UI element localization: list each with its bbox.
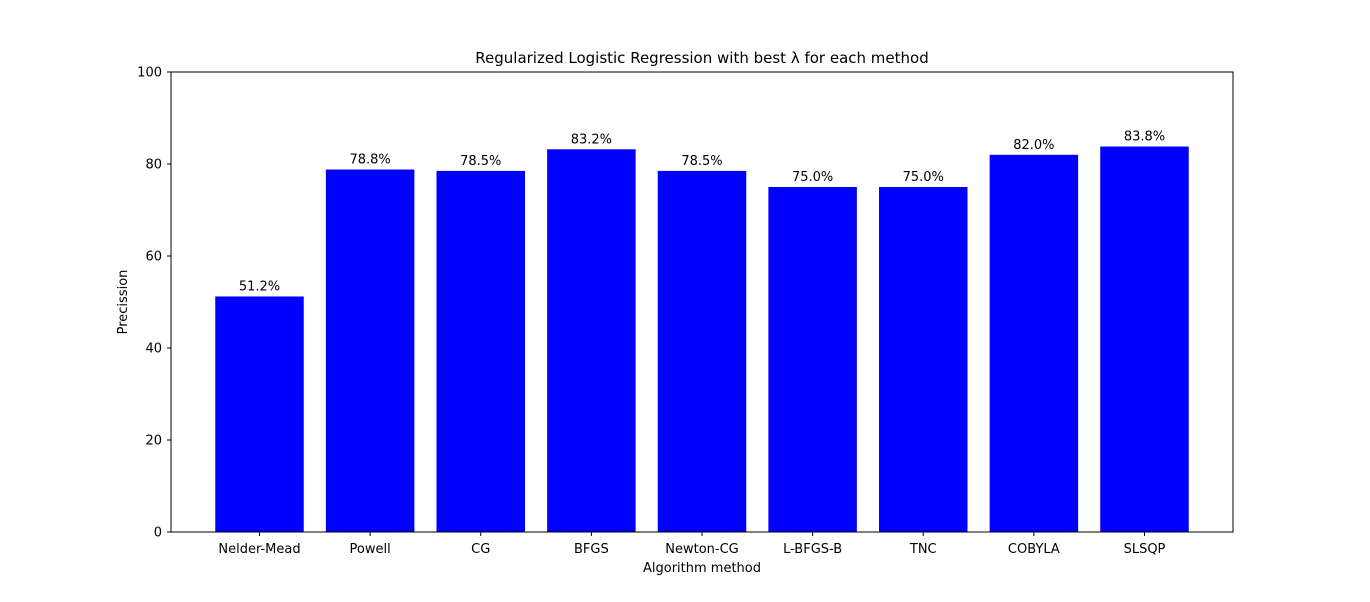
- data-label: 78.5%: [460, 154, 501, 169]
- y-tick-label: 20: [145, 434, 162, 449]
- y-tick-label: 80: [145, 158, 162, 173]
- data-label: 78.8%: [349, 153, 390, 168]
- x-tick-label: CG: [471, 542, 490, 557]
- x-tick-label: COBYLA: [1008, 542, 1060, 557]
- data-label: 78.5%: [681, 154, 722, 169]
- bar-tnc: [879, 187, 968, 532]
- chart-title: Regularized Logistic Regression with bes…: [475, 49, 928, 67]
- x-tick-label: Powell: [350, 542, 391, 557]
- plot-frame: [170, 71, 1234, 533]
- y-tick-label: 40: [145, 342, 162, 357]
- bar-l-bfgs-b: [768, 187, 857, 532]
- data-label: 83.2%: [571, 132, 612, 147]
- x-tick-label: L-BFGS-B: [783, 542, 842, 557]
- bar-cg: [436, 170, 525, 532]
- x-tick-label: SLSQP: [1124, 542, 1166, 557]
- x-tick-label: Newton-CG: [665, 542, 739, 557]
- data-label: 75.0%: [903, 170, 944, 185]
- x-tick-label: Nelder-Mead: [218, 542, 300, 557]
- x-tick-label: BFGS: [574, 542, 609, 557]
- bars-layer: [215, 146, 1189, 533]
- data-labels-layer: 51.2% 78.8% 78.5% 83.2% 78.5% 75.0% 75.0% 82.0%…: [239, 130, 1165, 295]
- data-label: 83.8%: [1124, 130, 1165, 145]
- x-tick-label: TNC: [909, 542, 937, 557]
- bar-bfgs: [547, 149, 636, 532]
- data-label: 51.2%: [239, 279, 280, 294]
- y-tick-label: 60: [145, 250, 162, 265]
- y-tick-label: 0: [154, 526, 162, 541]
- x-axis-label: Algorithm method: [643, 561, 761, 576]
- bar-newton-cg: [657, 170, 747, 532]
- data-label: 82.0%: [1013, 138, 1054, 153]
- bar-nelder-mead: [215, 296, 304, 532]
- bar-slsqp: [1100, 146, 1189, 532]
- bar-cobyla: [989, 154, 1079, 533]
- axes-layer: Nelder-Mead Powell CG BFGS Newton-CG L-BFGS-B…: [137, 66, 1234, 557]
- y-tick-label: 100: [137, 66, 162, 81]
- bar-powell: [325, 169, 415, 532]
- y-axis-label: Precission: [116, 270, 131, 335]
- data-label: 75.0%: [792, 170, 833, 185]
